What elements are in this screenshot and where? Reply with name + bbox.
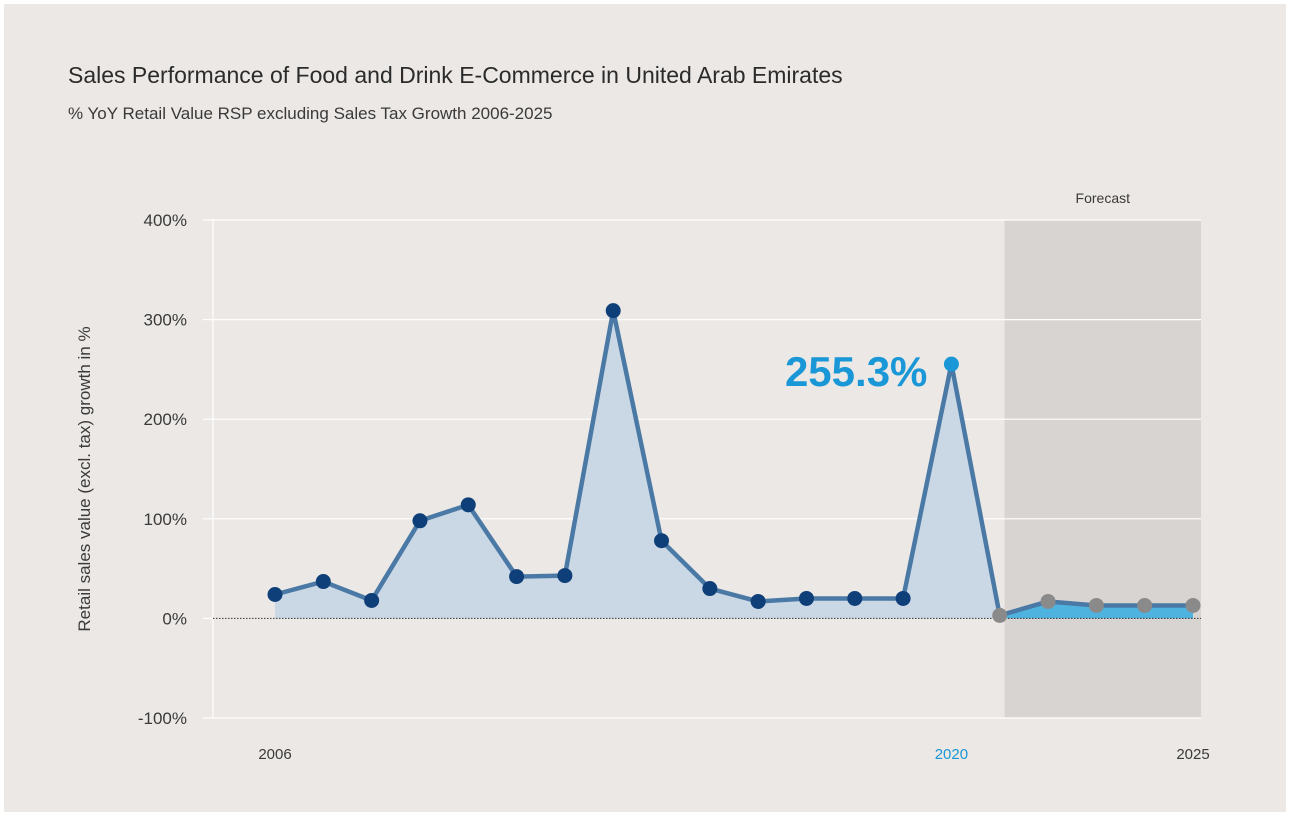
forecast-region-layer: Forecast [1004, 190, 1201, 718]
data-point [847, 590, 863, 606]
x-tick-label: 2020 [935, 746, 968, 763]
data-markers [267, 303, 1201, 623]
data-point [654, 533, 670, 549]
data-point [267, 586, 283, 602]
data-point [315, 574, 331, 590]
axes [203, 219, 1201, 719]
data-point-forecast [992, 607, 1008, 623]
actual-area [275, 310, 1000, 619]
y-tick-label: 100% [144, 510, 187, 529]
y-tick-label: -100% [138, 709, 187, 728]
data-point [798, 590, 814, 606]
data-point-forecast [1185, 597, 1201, 613]
data-point [364, 592, 380, 608]
series-line-actual [274, 308, 1002, 616]
chart-title: Sales Performance of Food and Drink E-Co… [68, 62, 843, 88]
data-point-forecast [1137, 597, 1153, 613]
data-point [702, 581, 718, 597]
data-point-forecast [1040, 593, 1056, 609]
data-point [895, 590, 911, 606]
y-tick-label: 200% [144, 410, 187, 429]
data-point [460, 497, 476, 513]
axis-labels: 255.3% -100% 0% 100% 200% 300% 400% 2006 2020 202… [75, 211, 1210, 763]
data-point [509, 569, 525, 585]
y-axis-title: Retail sales value (excl. tax) growth in… [75, 326, 94, 631]
data-point [412, 513, 428, 529]
forecast-label: Forecast [1076, 190, 1131, 206]
data-point-forecast [1088, 597, 1104, 613]
x-tick-label: 2025 [1176, 746, 1209, 763]
gridlines [213, 219, 1201, 520]
data-point [605, 303, 621, 319]
data-point [557, 568, 573, 584]
y-tick-label: 0% [162, 609, 187, 628]
forecast-region [1004, 220, 1201, 718]
y-tick-label: 400% [144, 211, 187, 230]
annotation-label: 255.3% [785, 348, 927, 395]
chart-subtitle: % YoY Retail Value RSP excluding Sales T… [68, 104, 553, 123]
y-tick-label: 300% [144, 311, 187, 330]
data-point-highlight [943, 356, 959, 372]
x-tick-label: 2006 [258, 746, 291, 763]
data-point [750, 593, 766, 609]
